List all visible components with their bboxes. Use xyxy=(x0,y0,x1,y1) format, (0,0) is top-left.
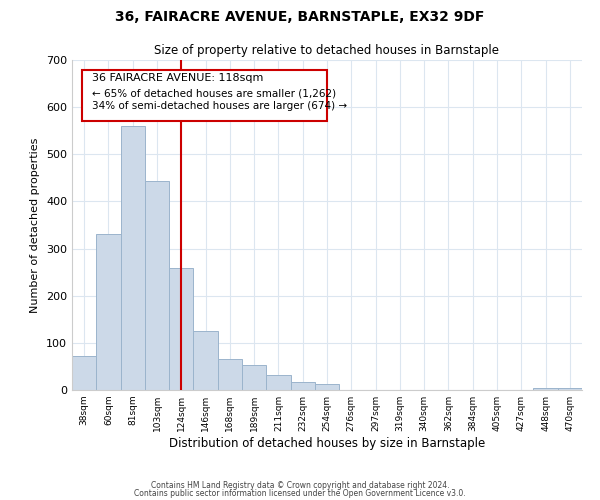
Bar xyxy=(290,382,315,390)
Bar xyxy=(533,388,558,390)
X-axis label: Distribution of detached houses by size in Barnstaple: Distribution of detached houses by size … xyxy=(169,437,485,450)
Text: ← 65% of detached houses are smaller (1,262): ← 65% of detached houses are smaller (1,… xyxy=(92,88,337,98)
Text: 36 FAIRACRE AVENUE: 118sqm: 36 FAIRACRE AVENUE: 118sqm xyxy=(92,73,264,83)
Bar xyxy=(145,181,169,390)
Bar xyxy=(193,331,218,390)
Bar xyxy=(266,375,290,390)
Bar xyxy=(218,360,242,390)
Title: Size of property relative to detached houses in Barnstaple: Size of property relative to detached ho… xyxy=(155,44,499,58)
Text: 34% of semi-detached houses are larger (674) →: 34% of semi-detached houses are larger (… xyxy=(92,101,347,112)
Bar xyxy=(315,384,339,390)
Y-axis label: Number of detached properties: Number of detached properties xyxy=(31,138,40,312)
Bar xyxy=(72,356,96,390)
Bar xyxy=(242,366,266,390)
Text: Contains public sector information licensed under the Open Government Licence v3: Contains public sector information licen… xyxy=(134,488,466,498)
Bar xyxy=(96,234,121,390)
Bar xyxy=(169,268,193,390)
Bar xyxy=(558,388,582,390)
Bar xyxy=(121,126,145,390)
Bar xyxy=(82,70,327,121)
Text: 36, FAIRACRE AVENUE, BARNSTAPLE, EX32 9DF: 36, FAIRACRE AVENUE, BARNSTAPLE, EX32 9D… xyxy=(115,10,485,24)
Text: Contains HM Land Registry data © Crown copyright and database right 2024.: Contains HM Land Registry data © Crown c… xyxy=(151,481,449,490)
